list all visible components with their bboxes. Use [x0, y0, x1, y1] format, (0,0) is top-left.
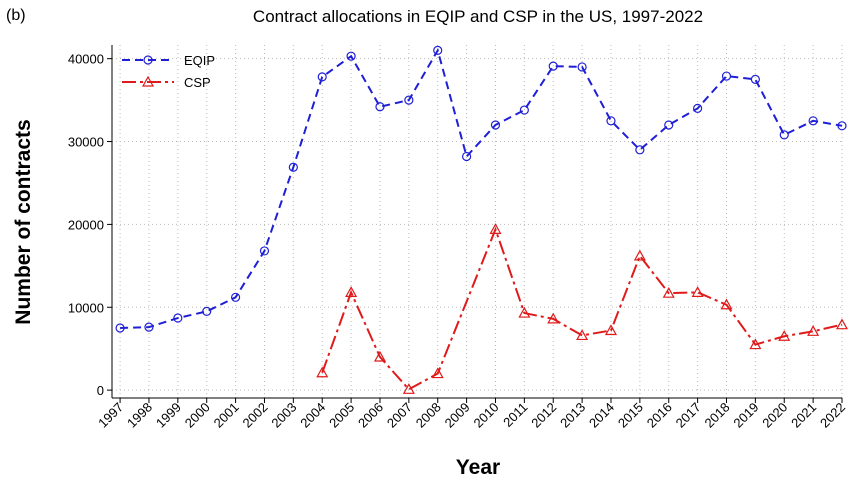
marker — [576, 329, 589, 341]
x-tick-label: 2005 — [326, 400, 357, 431]
x-tick-label: 1999 — [153, 400, 184, 431]
x-tick-label: 2021 — [788, 400, 819, 431]
x-tick-label: 2015 — [615, 400, 646, 431]
marker — [720, 298, 733, 310]
marker — [115, 323, 125, 333]
marker — [577, 62, 587, 72]
legend-label: EQIP — [184, 53, 215, 68]
y-tick-label: 40000 — [68, 52, 104, 67]
x-tick-label: 2017 — [673, 400, 704, 431]
marker — [518, 306, 531, 318]
marker — [664, 120, 674, 130]
marker — [259, 246, 270, 256]
marker — [749, 338, 762, 350]
marker — [345, 286, 358, 297]
marker — [462, 151, 472, 162]
marker — [606, 116, 616, 126]
legend-marker — [143, 55, 153, 65]
x-tick-label: 2008 — [413, 400, 444, 431]
marker — [721, 71, 732, 81]
legend-label: CSP — [184, 75, 211, 90]
marker — [375, 102, 385, 112]
x-tick-label: 2022 — [817, 400, 848, 431]
x-tick-label: 2004 — [297, 400, 328, 431]
x-tick-label: 2013 — [557, 400, 588, 431]
x-tick-label: 1997 — [95, 400, 126, 431]
x-tick-label: 2010 — [471, 400, 502, 431]
y-tick-label: 10000 — [68, 300, 104, 315]
x-tick-label: 2001 — [211, 400, 242, 431]
marker — [662, 286, 675, 298]
marker — [778, 330, 791, 341]
x-tick-label: 2006 — [355, 400, 386, 431]
marker — [404, 95, 414, 105]
x-tick-label: 2012 — [528, 400, 559, 431]
series-line — [321, 226, 843, 391]
x-tick-label: 2000 — [182, 400, 213, 431]
marker — [373, 350, 386, 362]
marker — [548, 61, 558, 71]
x-tick-label: 2020 — [759, 400, 790, 431]
marker — [173, 313, 183, 323]
x-tick-label: 2002 — [240, 400, 271, 431]
marker — [835, 318, 849, 330]
chart-title: Contract allocations in EQIP and CSP in … — [253, 7, 703, 26]
marker — [633, 249, 646, 261]
marker — [519, 105, 529, 115]
marker — [807, 325, 820, 336]
marker — [837, 121, 847, 131]
marker — [779, 130, 789, 140]
x-tick-label: 2018 — [702, 400, 733, 431]
marker — [489, 223, 502, 234]
marker — [402, 383, 415, 394]
marker — [144, 322, 154, 332]
x-tick-label: 2011 — [500, 400, 530, 430]
marker — [635, 145, 645, 155]
marker — [433, 45, 443, 55]
marker — [490, 120, 501, 130]
marker — [288, 162, 298, 172]
x-tick-label: 2014 — [586, 400, 617, 431]
marker — [808, 116, 818, 126]
y-axis-label: Number of contracts — [12, 119, 35, 324]
marker — [346, 51, 356, 61]
marker — [693, 103, 703, 113]
legend-marker — [141, 75, 155, 87]
x-tick-label: 2007 — [384, 400, 415, 431]
x-tick-label: 2003 — [268, 400, 299, 431]
series-line — [120, 47, 843, 329]
x-tick-label: 1998 — [124, 400, 155, 431]
marker — [317, 72, 327, 82]
marker — [691, 286, 704, 297]
marker — [230, 292, 241, 302]
x-axis-label: Year — [456, 456, 500, 479]
y-tick-label: 30000 — [68, 135, 104, 150]
x-tick-label: 2009 — [442, 400, 473, 431]
marker — [431, 367, 444, 379]
marker — [316, 366, 329, 378]
x-tick-label: 2019 — [730, 400, 761, 431]
y-tick-label: 0 — [97, 383, 104, 398]
marker — [202, 306, 212, 317]
y-tick-label: 20000 — [68, 217, 104, 232]
x-tick-label: 2016 — [644, 400, 675, 431]
marker — [547, 312, 560, 324]
panel-label: (b) — [6, 7, 26, 24]
marker — [750, 74, 760, 84]
marker — [604, 324, 618, 336]
